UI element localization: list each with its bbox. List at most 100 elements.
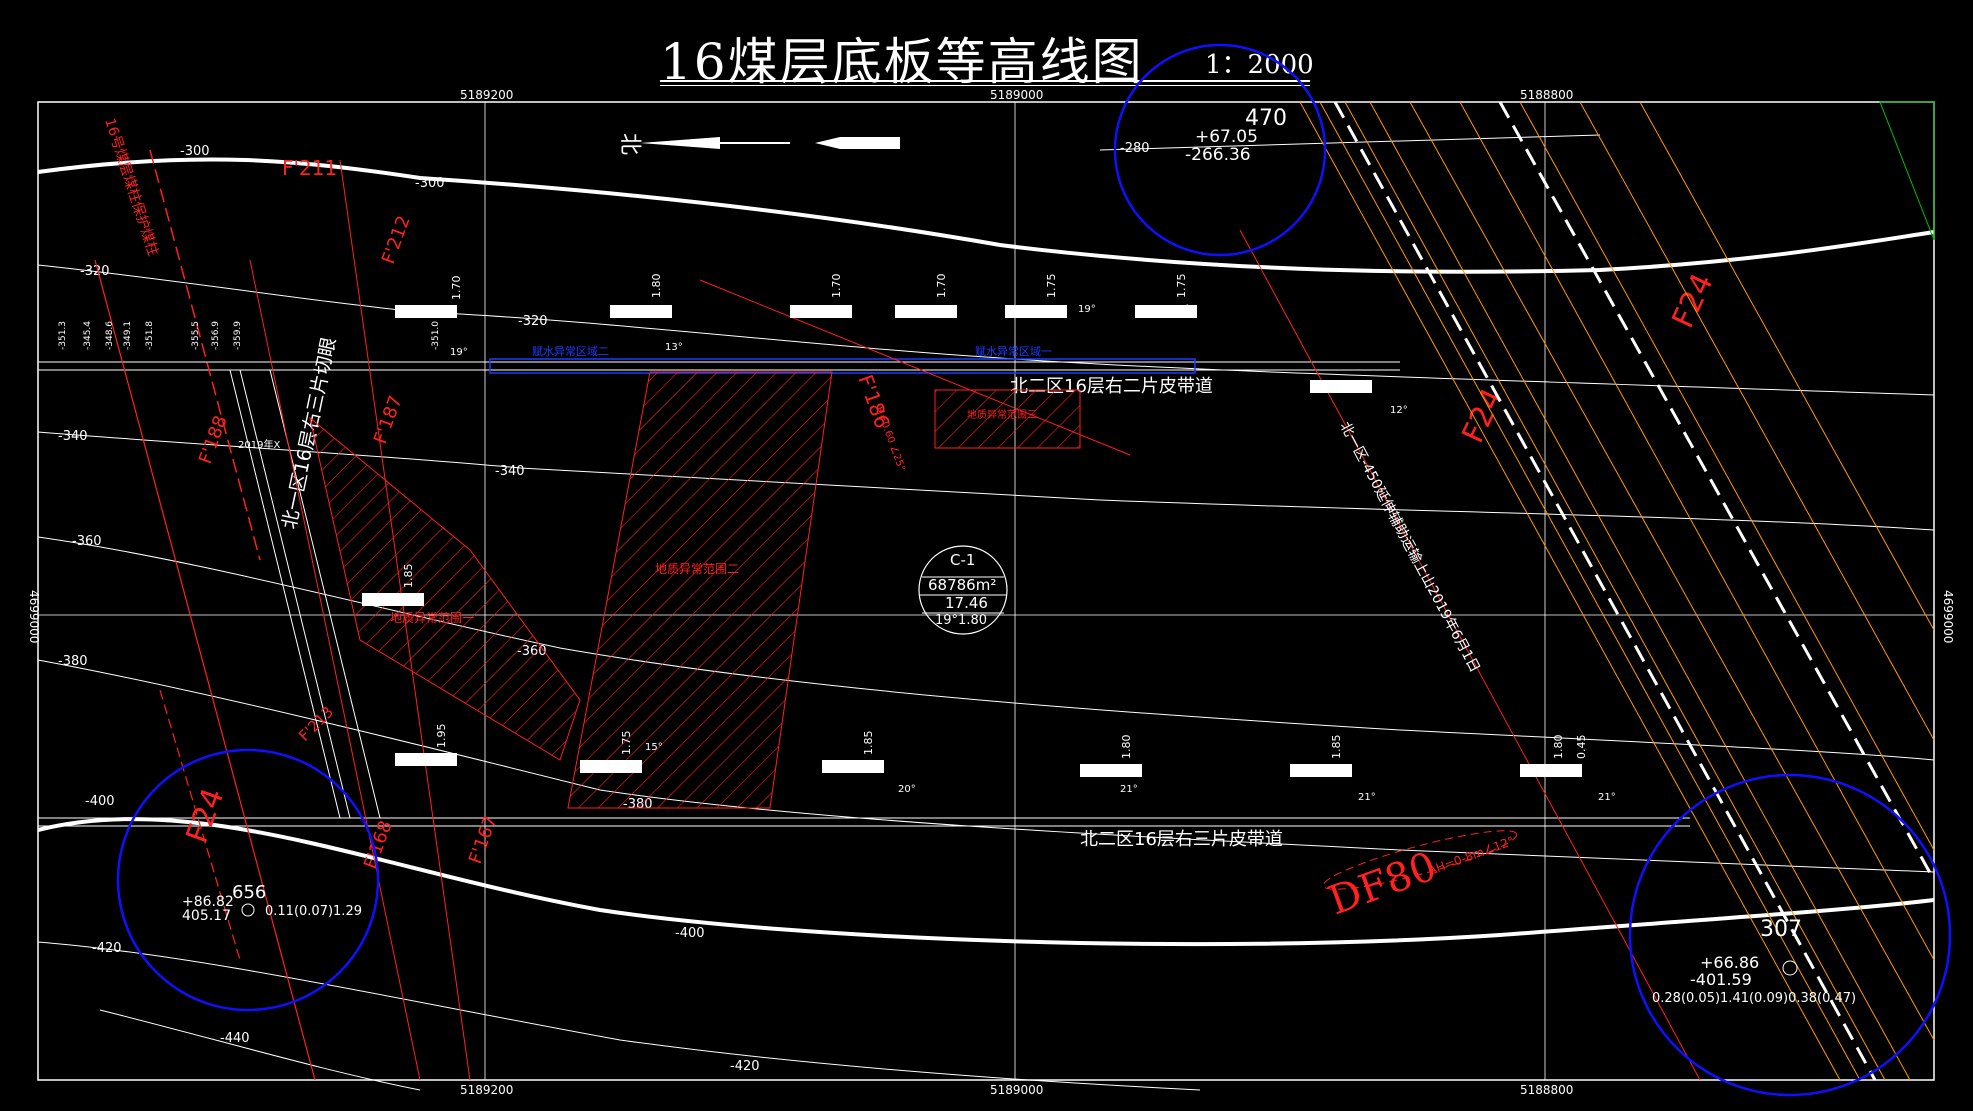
borehole-left-elev: +86.82 [182,894,234,910]
contour-label: -320 [518,314,548,329]
contour-400-thick [37,817,1935,947]
thickness-label: 0.45 [1575,735,1588,760]
contour-280 [1099,134,1601,151]
thickness-label: 1.70 [830,274,843,299]
borehole-left-floor: 405.17 [182,908,231,924]
grid-label-bottom-3: 5188800 [1520,1083,1573,1097]
green-area [1879,101,1935,241]
water-anomaly-band [489,358,1196,374]
thickness-marker [1290,764,1352,777]
pillar-note: 16号煤层煤柱保护煤柱 [101,116,161,258]
station-label: -351.3 [58,321,68,350]
thickness-label: 1.75 [1175,274,1188,299]
thickness-row-lower [362,593,1582,777]
borehole-right-marker [1782,960,1798,976]
dip-label: 13° [665,342,683,353]
anomaly-zone-2 [567,371,833,809]
borehole-right-elev: +66.86 [1700,953,1759,972]
dip-label: 19° [450,347,468,358]
thickness-label: 1.85 [862,731,875,756]
station-label: -348.6 [105,321,115,350]
roadway-bundle-centerlines [1333,101,1936,1081]
contour-420 [37,941,1201,1091]
thickness-label: 1.80 [1120,735,1133,760]
fault-f211: F'211 [282,156,337,180]
map-frame [37,101,1935,1081]
grid-label-left: 4699000 [27,590,41,643]
thickness-row-upper [395,305,1372,393]
anomaly-zone-2-label: 地质异常范围二 [655,562,739,576]
fault-f212: F'212 [378,213,415,267]
thickness-label: 1.70 [935,274,948,299]
anomaly-zone-1 [309,416,581,761]
anomaly-zone-3 [934,389,1081,449]
dip-label: 12° [1390,405,1408,416]
thickness-label: 1.95 [435,724,448,749]
station-label: -349.1 [123,321,133,350]
grid-label-bottom-2: 5189000 [990,1083,1043,1097]
date-note: 2019年X [238,438,280,451]
map-scale: 1：2000 [1205,50,1314,80]
title-underline [660,80,1310,82]
thickness-marker [580,760,642,773]
thickness-marker [1135,305,1197,318]
fault-f167: F'167 [465,813,502,867]
contour-380 [37,659,1935,873]
dip-label: 21° [1358,792,1376,803]
thickness-label: 1.85 [1330,735,1343,760]
contour-label: -440 [220,1031,250,1046]
block-reserve: 17.46 [945,594,988,612]
borehole-left-circle [116,748,380,1012]
borehole-right-circle [1628,773,1952,1097]
thickness-marker [790,305,852,318]
contour-label: -280 [1120,141,1150,156]
station-label: -355.5 [191,321,201,350]
borehole-top-circle [1113,43,1327,257]
grid-label-top-1: 5189200 [460,88,513,102]
fault-lines [94,149,1701,1081]
station-label: -351.0 [431,321,441,350]
block-area: 68786m² [928,576,996,594]
contour-label: -300 [180,144,210,159]
dip-label: 15° [645,742,663,753]
dip-label: 22° [1172,304,1190,315]
lower-roadway-label: 北二区16层右三片皮带道 [1080,829,1283,850]
grid-label-bottom-1: 5189200 [460,1083,513,1097]
borehole-left-id: 656 [232,882,266,903]
thickness-label: 1.85 [402,564,415,589]
thickness-marker [1080,764,1142,777]
roadway-note: 北一区-450延伸辅助运输上山2019年6月1日 [1336,419,1482,675]
dip-label: 21° [1598,792,1616,803]
thickness-marker [1005,305,1067,318]
borehole-left-marker [241,903,255,917]
contour-label: -340 [58,429,88,444]
contour-320 [37,264,1935,396]
anomaly-zone-3-label: 地质异常范围三 [967,408,1037,421]
roadway-bundle [1299,101,1935,1081]
borehole-top-elev: +67.05 [1195,127,1258,147]
station-label: -359.9 [233,321,243,350]
thickness-marker [610,305,672,318]
fault-f24-mid: F24 [1456,383,1511,448]
water-anomaly-label-2: 赋水异常区域二 [532,345,609,358]
borehole-right-floor: -401.59 [1690,970,1752,989]
thickness-label: 1.70 [450,276,463,301]
block-params: 19°1.80 [935,613,987,628]
grid-label-right: 4699000 [1941,590,1955,643]
contour-label: -400 [85,794,115,809]
fault-f24-right: F24 [1666,268,1721,333]
df80-marker [1322,830,1518,890]
station-label: -345.4 [83,321,93,350]
thickness-label: 1.75 [1045,274,1058,299]
thickness-marker [395,305,457,318]
dip-label: 20° [898,784,916,795]
anomaly-zone-1-label: 地质异常范围一 [390,611,474,625]
block-id: C-1 [950,551,975,569]
dip-label: 21° [1120,784,1138,795]
thickness-marker [395,753,457,766]
reserve-block[interactable]: C-1 68786m² 17.46 19°1.80 [918,545,1008,635]
grid-label-top-3: 5188800 [1520,88,1573,102]
contour-label: -420 [730,1059,760,1074]
thickness-label: 1.80 [650,274,663,299]
